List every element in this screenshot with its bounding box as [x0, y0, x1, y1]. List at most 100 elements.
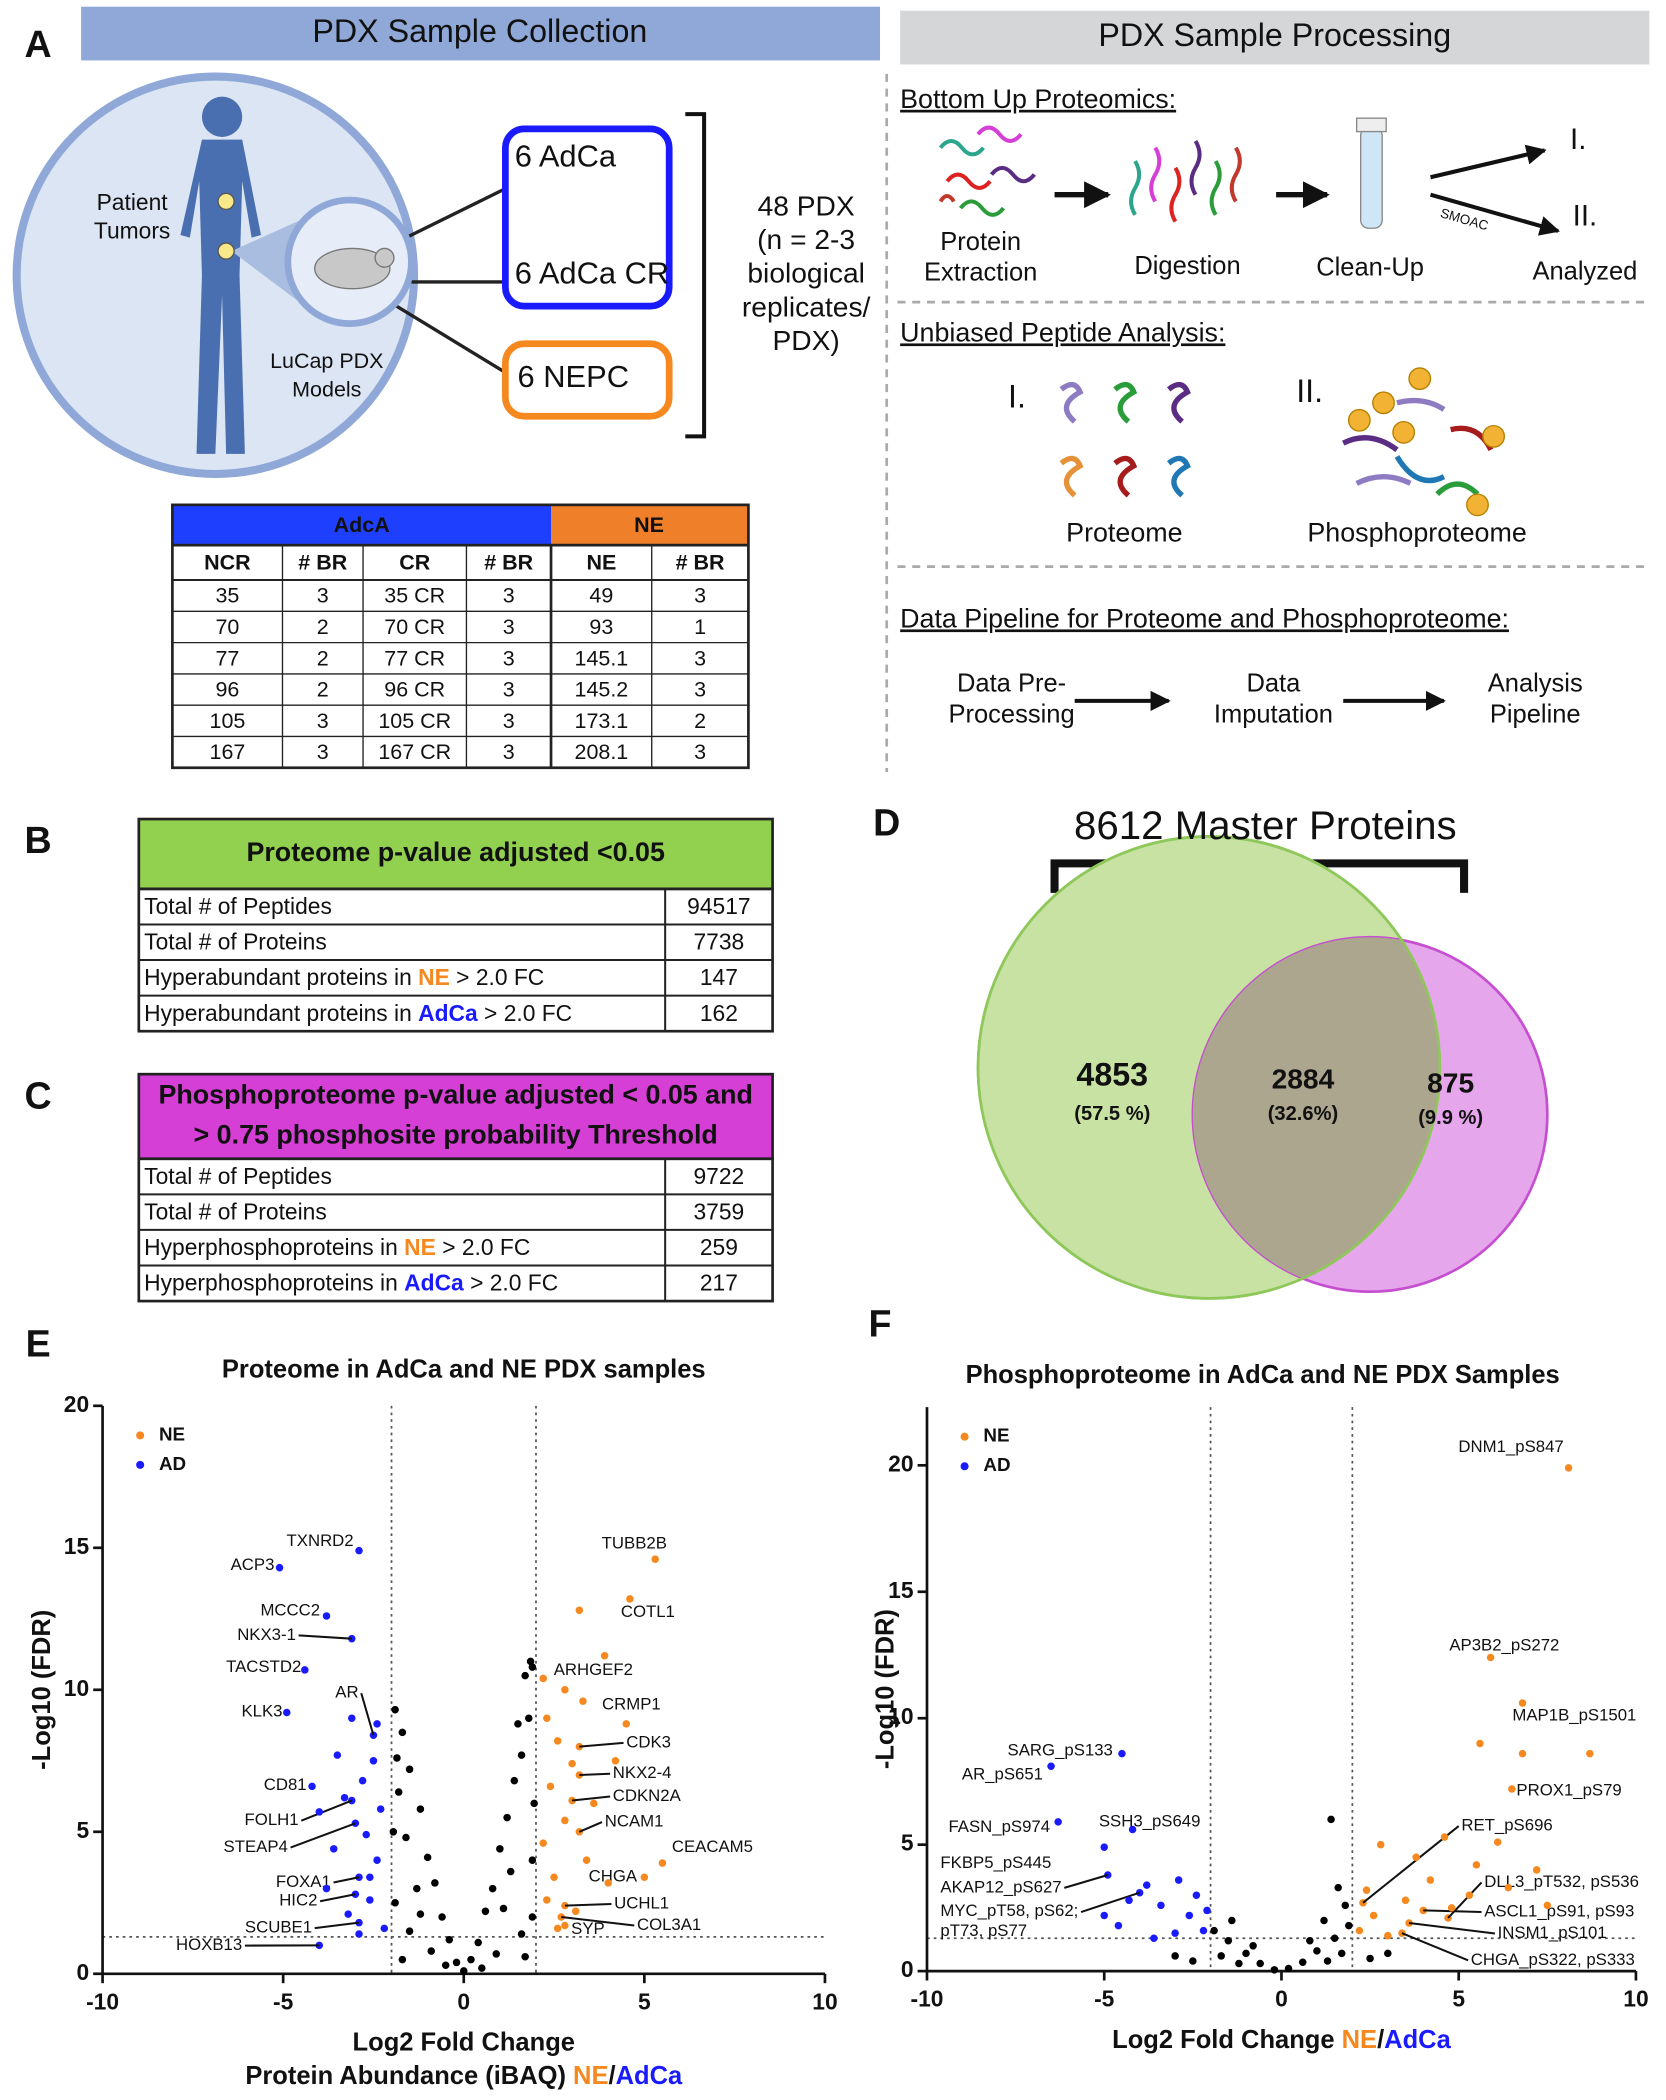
point-label: SCUBE1	[245, 1918, 312, 1937]
data-point	[445, 1935, 454, 1944]
tumor	[217, 192, 235, 211]
row-label-part: Total # of Peptides	[144, 1163, 332, 1189]
data-point	[1242, 1949, 1250, 1958]
data-point	[362, 1830, 370, 1839]
data-point	[391, 1899, 399, 1907]
point-label-line: pT73, pS77	[940, 1922, 1027, 1941]
leader-line	[298, 1634, 352, 1640]
data-point	[1398, 1929, 1406, 1937]
connector	[402, 186, 508, 241]
data-point	[492, 1950, 501, 1958]
leader-line	[561, 1915, 635, 1927]
venn-title: 8612 Master Proteins	[1074, 803, 1457, 848]
legend-marker	[136, 1460, 145, 1469]
data-point	[416, 1805, 425, 1813]
leader-line	[319, 1893, 356, 1903]
pipeline-step: Pipeline	[1490, 700, 1581, 728]
data-point	[1135, 1888, 1144, 1897]
data-point	[1330, 1934, 1339, 1942]
column-header: NE	[586, 551, 616, 575]
x-tick-label: 10	[812, 1988, 837, 2014]
data-point	[651, 1555, 659, 1563]
chart-title: Phosphoproteome in AdCa and NE PDX Sampl…	[966, 1361, 1560, 1389]
point-label: KLK3	[241, 1701, 282, 1720]
data-point	[405, 1927, 414, 1935]
point-label: CDKN2A	[613, 1786, 682, 1805]
leader-line	[333, 1876, 360, 1884]
data-point	[405, 1765, 414, 1774]
data-point	[358, 1776, 367, 1785]
data-point	[579, 1697, 587, 1705]
data-point	[1125, 1896, 1133, 1905]
data-point	[1189, 1957, 1197, 1965]
data-point	[528, 1663, 537, 1671]
point-label: HIC2	[279, 1891, 317, 1910]
point-label: AR	[335, 1683, 358, 1702]
leader-line	[1401, 1932, 1469, 1962]
data-point	[380, 1924, 389, 1933]
row-value: 162	[700, 1000, 738, 1026]
data-point	[1345, 1921, 1353, 1930]
table-cell: 3	[503, 678, 515, 702]
data-point	[315, 1808, 324, 1816]
venn-count: 875	[1427, 1066, 1474, 1098]
patient-label: Tumors	[94, 217, 170, 243]
data-point	[626, 1595, 634, 1603]
table-title: Proteome p-value adjusted <0.05	[246, 837, 665, 867]
data-point	[521, 1952, 529, 1961]
tumor	[217, 242, 235, 260]
model-label: LuCap PDX	[270, 349, 383, 373]
table-cell: 2	[317, 615, 329, 639]
point-label: ARHGEF2	[554, 1660, 633, 1679]
phospho-icons	[1347, 367, 1506, 517]
y-tick-label: 0	[901, 1956, 914, 1982]
point-label: FASN_pS974	[948, 1817, 1050, 1836]
table-cell: 3	[694, 740, 706, 764]
row-label-part: Hyperphosphoproteins in	[144, 1234, 404, 1260]
data-point	[355, 1930, 363, 1938]
data-point	[1518, 1699, 1527, 1707]
data-point	[1366, 1954, 1374, 1963]
processing-header-bar	[900, 10, 1650, 65]
point-label: INSM1_pS101	[1498, 1923, 1607, 1942]
data-point	[481, 1907, 490, 1916]
group-header	[172, 504, 552, 546]
y-tick-label: 15	[888, 1577, 914, 1603]
data-point	[1157, 1901, 1165, 1910]
y-tick-label: 5	[901, 1830, 914, 1856]
data-point	[340, 1793, 349, 1802]
point-label: CD81	[264, 1775, 307, 1794]
data-point	[1256, 1959, 1264, 1968]
legend-label: AD	[159, 1453, 186, 1474]
data-point	[488, 1884, 497, 1893]
leader-line	[290, 1822, 356, 1849]
data-point	[543, 1896, 551, 1904]
row-label: Hyperabundant proteins in AdCa > 2.0 FC	[144, 1000, 572, 1026]
subsection-title: Data Pipeline for Proteome and Phosphopr…	[900, 603, 1509, 633]
group-label: 6 AdCa	[515, 139, 617, 174]
peptide-icons	[1059, 382, 1494, 498]
leader-line	[314, 1921, 360, 1930]
data-point	[1150, 1934, 1158, 1942]
x-tick-label: -5	[1094, 1986, 1115, 2012]
point-label: SYP	[571, 1919, 605, 1938]
leader-line	[572, 1795, 611, 1802]
table-title: > 0.75 phosphosite probability Threshold	[194, 1120, 718, 1150]
point-label: CRMP1	[602, 1695, 661, 1714]
data-point	[1486, 1653, 1495, 1662]
point-label: SSH3_pS649	[1099, 1811, 1201, 1830]
data-point	[1199, 1926, 1208, 1935]
column-header: NCR	[204, 551, 251, 575]
data-point	[376, 1805, 385, 1813]
leader-line	[579, 1772, 611, 1777]
data-point	[1114, 1921, 1123, 1930]
data-point	[351, 1890, 360, 1899]
adca-box	[502, 125, 673, 310]
panel-label: B	[25, 819, 52, 861]
row-label-part: > 2.0 FC	[450, 964, 544, 990]
data-point	[275, 1563, 284, 1572]
data-point	[366, 1873, 374, 1881]
point-label: AR_pS651	[962, 1765, 1043, 1784]
data-point	[301, 1666, 309, 1674]
data-point	[496, 1845, 504, 1853]
